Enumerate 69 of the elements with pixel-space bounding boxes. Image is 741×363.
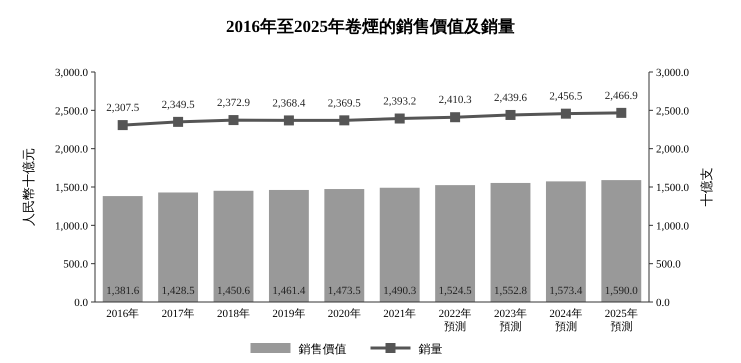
data-label: 2,349.5: [162, 98, 196, 111]
data-label: 2,410.3: [438, 94, 472, 106]
data-label: 1,490.3: [383, 285, 417, 297]
data-label: 2,466.9: [604, 90, 638, 102]
y2-tick-label: 2,000.0: [656, 144, 690, 156]
legend-label: 銷售價值: [298, 342, 346, 356]
bar: [102, 196, 143, 302]
data-label: 2,369.5: [328, 97, 362, 110]
bar: [214, 190, 254, 302]
y-tick-label: 2,000.0: [55, 144, 88, 156]
legend-label: 銷量: [418, 342, 442, 356]
y2-axis-title: 十億支: [699, 168, 714, 206]
bar: [601, 180, 642, 302]
y2-tick-label: 2,500.0: [656, 105, 690, 118]
data-label: 1,590.0: [604, 285, 638, 297]
data-label: 2,393.2: [383, 96, 416, 108]
point: [118, 120, 128, 130]
point: [560, 108, 571, 119]
data-label: 1,573.4: [549, 285, 583, 297]
y2-tick-label: 500.0: [656, 258, 682, 271]
x-tick-label: 2019年: [272, 308, 306, 320]
x-tick-label: 2017年: [162, 308, 195, 320]
bar: [490, 182, 530, 302]
point: [450, 112, 460, 122]
bar: [268, 190, 309, 302]
data-label: 2,372.9: [217, 97, 250, 110]
data-label: 1,552.8: [494, 285, 528, 297]
y2-tick-label: 3,000.0: [656, 67, 690, 79]
point: [339, 115, 350, 126]
x-tick-label: 2025年預測: [604, 308, 638, 333]
y-tick-label: 0.0: [74, 297, 88, 309]
data-label: 2,307.5: [106, 102, 140, 114]
bar: [435, 185, 476, 302]
point: [284, 115, 294, 126]
x-tick-label: 2022年預測: [438, 308, 472, 333]
y-tick-label: 500.0: [63, 258, 88, 271]
x-tick-label: 2021年: [383, 308, 416, 320]
data-label: 1,473.5: [328, 285, 362, 297]
y-tick-label: 3,000.0: [55, 67, 88, 79]
x-tick-label: 2023年預測: [494, 308, 527, 333]
chart-title: 2016年至2025年卷煙的銷售價值及銷量: [226, 17, 515, 36]
data-label: 1,461.4: [272, 285, 306, 297]
data-label: 1,450.6: [217, 285, 250, 297]
point: [616, 108, 626, 118]
y-tick-label: 1,500.0: [55, 182, 88, 194]
point: [506, 110, 516, 120]
y2-tick-label: 1,000.0: [656, 220, 690, 232]
x-tick-label: 2020年: [328, 308, 361, 320]
y2-tick-label: 1,500.0: [656, 182, 690, 194]
x-tick-label: 2018年: [217, 308, 250, 320]
y-axis-title: 人民幣十億元: [21, 148, 36, 226]
point: [394, 114, 405, 124]
data-label: 1,428.5: [162, 285, 196, 297]
x-tick-label: 2024年預測: [549, 308, 582, 333]
bar: [546, 181, 586, 302]
point: [173, 116, 184, 127]
data-label: 2,439.6: [494, 92, 528, 104]
data-label: 1,381.6: [106, 285, 140, 297]
y-tick-label: 2,500.0: [55, 105, 88, 118]
bar: [158, 192, 198, 302]
x-tick-label: 2016年: [106, 308, 140, 320]
data-label: 2,368.4: [272, 97, 306, 110]
data-label: 1,524.5: [438, 285, 472, 297]
y2-tick-label: 0.0: [656, 297, 670, 309]
y-tick-label: 1,000.0: [55, 220, 88, 232]
bar: [324, 189, 364, 302]
data-label: 2,456.5: [549, 90, 583, 103]
bar: [380, 188, 420, 302]
point: [228, 115, 238, 126]
